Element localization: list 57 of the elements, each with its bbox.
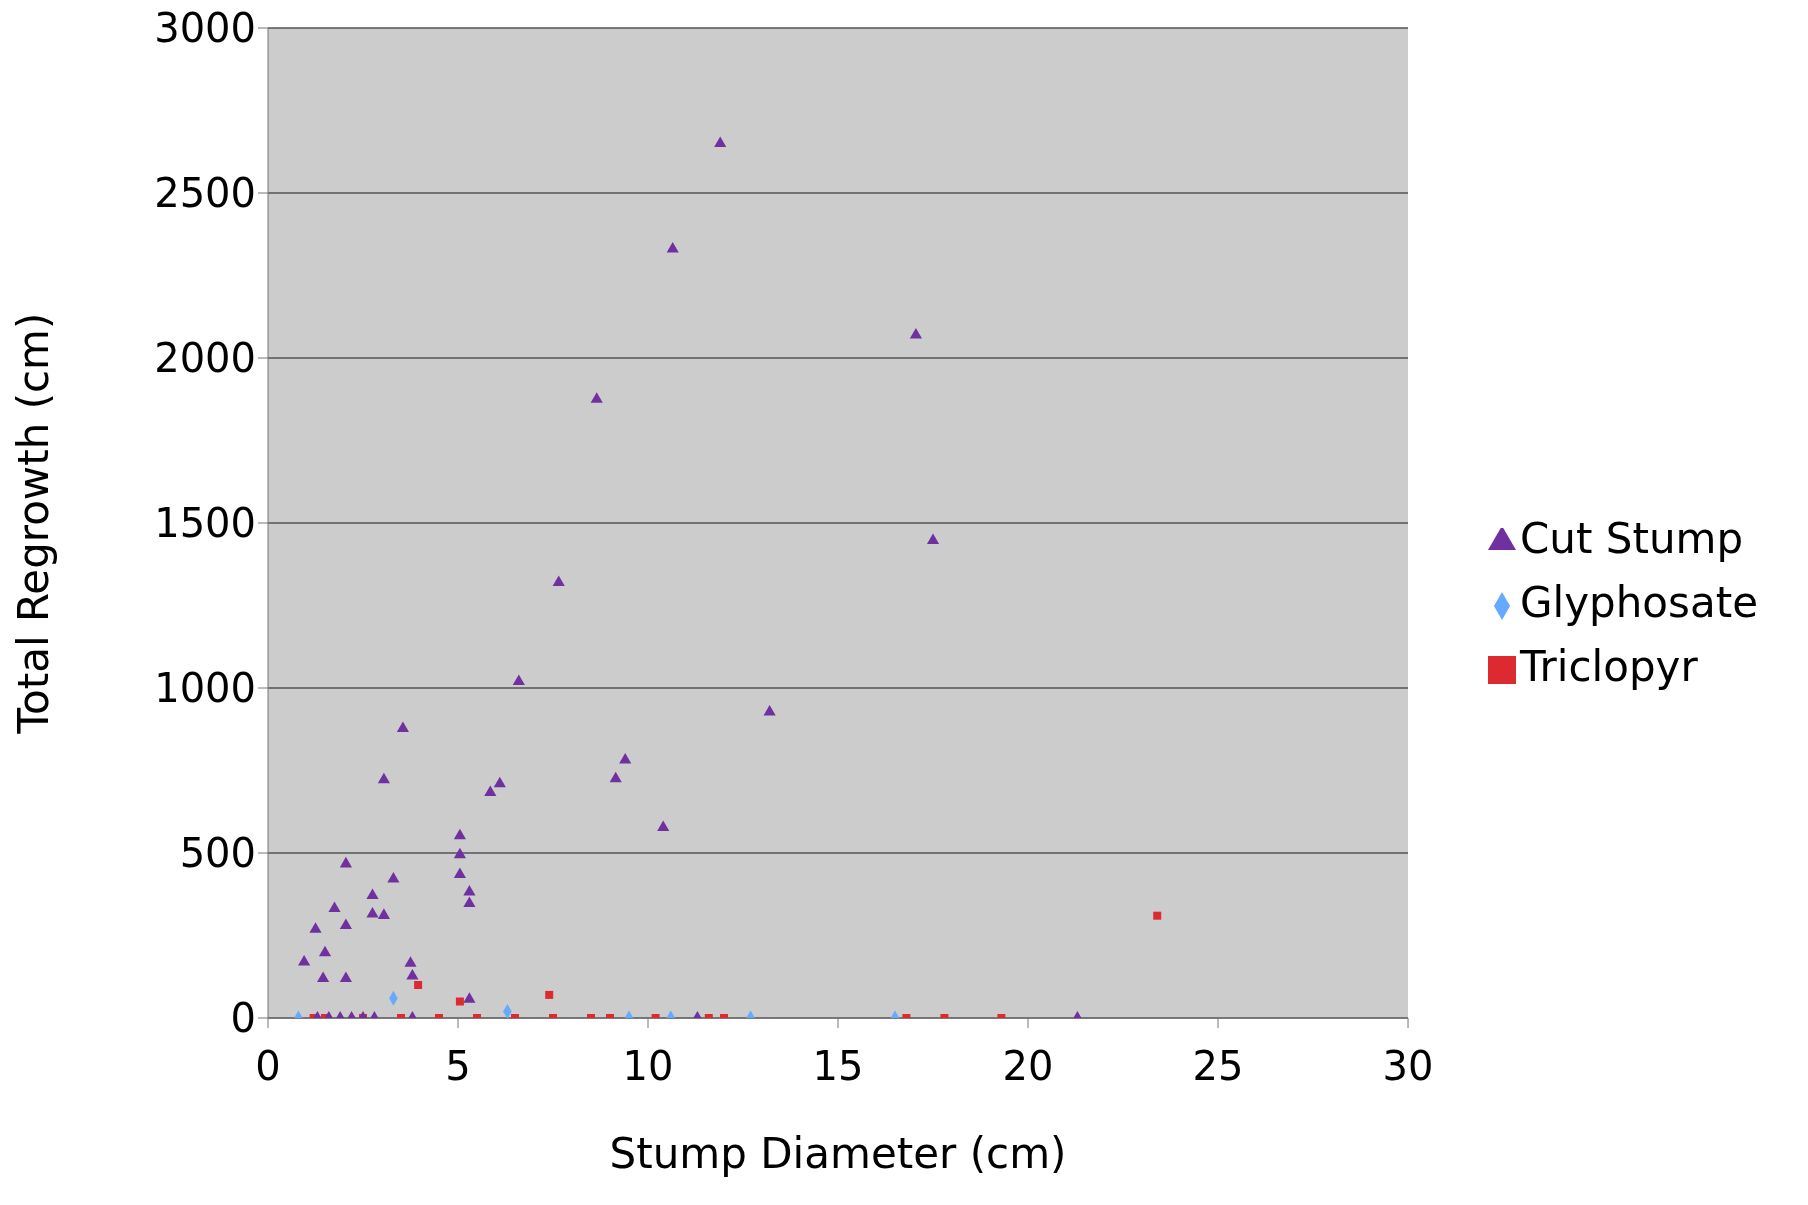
point (714, 136, 727, 148)
point (763, 705, 776, 716)
point (339, 856, 352, 868)
point (298, 954, 311, 966)
point (666, 242, 679, 253)
point (406, 969, 419, 980)
point (404, 956, 417, 967)
x-axis-title: Stump Diameter (cm) (609, 1129, 1067, 1178)
y-tick-label: 1000 (154, 665, 256, 712)
x-tick-label: 30 (1382, 1043, 1434, 1090)
point (463, 992, 476, 1003)
point (545, 990, 554, 999)
point (453, 867, 466, 878)
y-tick-label: 3000 (154, 5, 256, 52)
x-tick-label: 15 (812, 1043, 864, 1090)
point (1153, 911, 1162, 920)
y-tick-label: 2500 (154, 170, 256, 217)
point (463, 884, 476, 896)
point (619, 752, 632, 764)
point (926, 533, 940, 544)
point (396, 721, 409, 733)
point (453, 847, 466, 859)
point (339, 918, 352, 930)
y-axis-title: Total Regrowth (cm) (8, 312, 58, 735)
point (414, 981, 423, 989)
point (377, 772, 390, 784)
legend-label: Triclopyr (1520, 642, 1698, 691)
point (609, 771, 622, 783)
y-tick-label: 1500 (154, 500, 256, 547)
point (317, 971, 330, 982)
legend-label: Glyphosate (1520, 578, 1758, 627)
point (453, 828, 466, 840)
y-tick-label: 500 (179, 830, 256, 877)
point (387, 872, 400, 883)
point (590, 392, 603, 403)
y-tick-label: 0 (230, 995, 256, 1042)
point (512, 674, 525, 685)
point (377, 908, 390, 919)
point (552, 575, 565, 586)
point (339, 971, 352, 982)
x-tick-label: 5 (445, 1043, 471, 1090)
x-tick-label: 10 (622, 1043, 674, 1090)
legend-label: Cut Stump (1520, 514, 1744, 563)
point (318, 945, 332, 957)
point (366, 907, 379, 918)
point (328, 901, 341, 912)
point (366, 888, 379, 900)
x-tick-label: 20 (1002, 1043, 1054, 1090)
point (455, 997, 464, 1006)
point (309, 922, 322, 933)
point (909, 327, 922, 339)
point (493, 776, 506, 788)
point (484, 785, 497, 797)
point (657, 820, 670, 832)
point (463, 896, 476, 907)
x-tick-label: 25 (1192, 1043, 1244, 1090)
y-tick-label: 2000 (154, 335, 256, 382)
